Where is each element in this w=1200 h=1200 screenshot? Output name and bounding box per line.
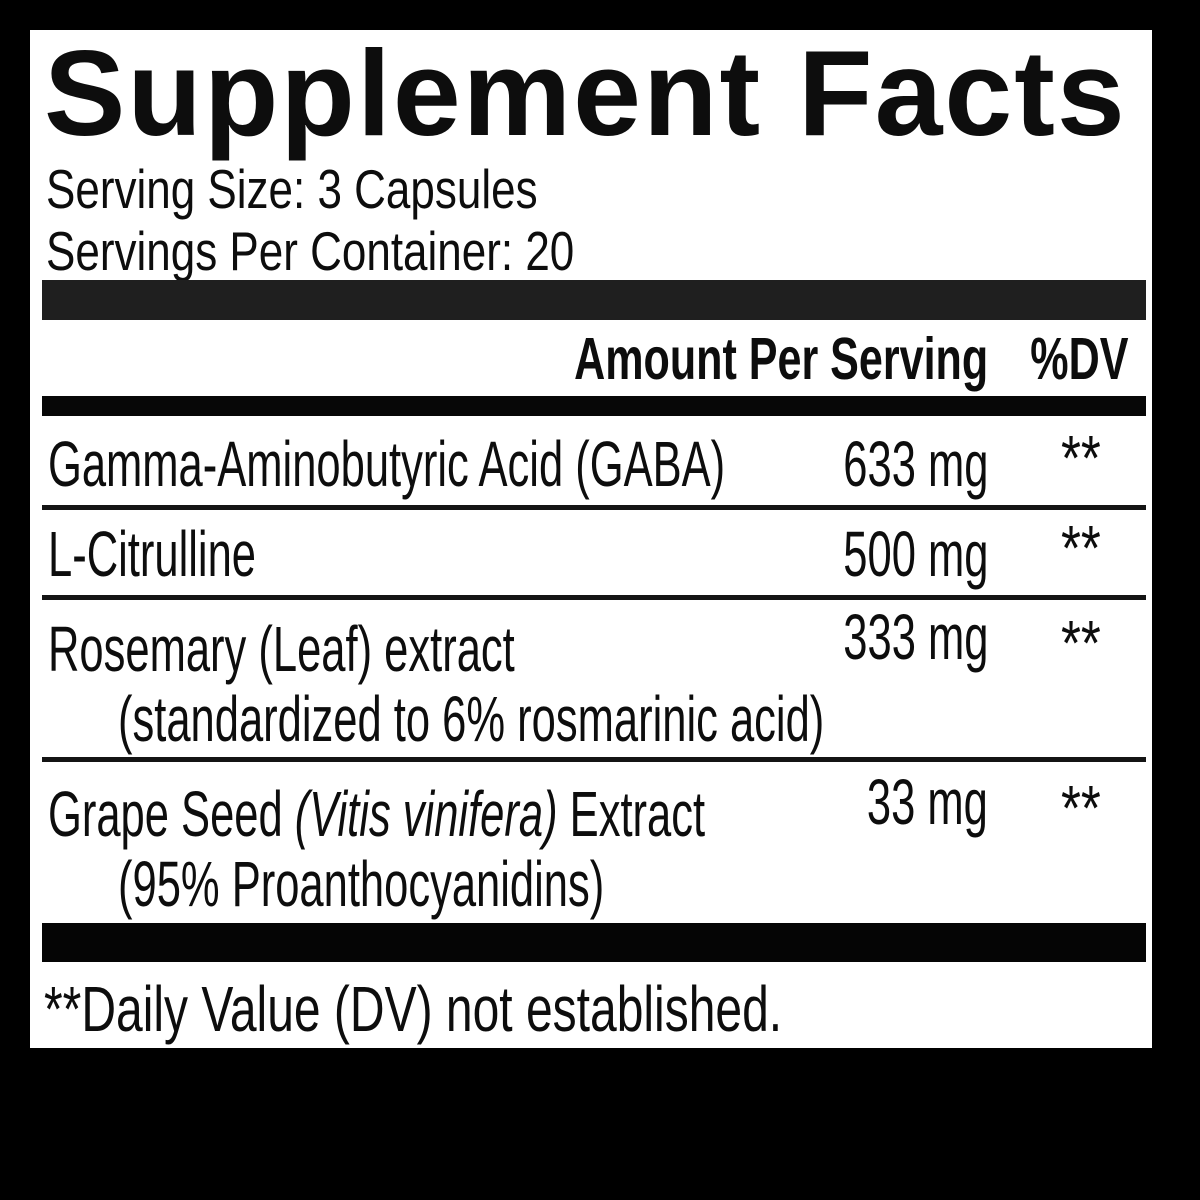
panel-title: Supplement Facts: [44, 25, 1127, 161]
ingredient-dv: **: [1061, 607, 1101, 679]
table-row-l-citrulline: L-Citrulline 500 mg **: [42, 510, 1146, 600]
table-row-grape-seed: Grape Seed (Vitis vinifera) Extract (95%…: [42, 762, 1146, 920]
thick-separator-bar-bottom: [42, 923, 1146, 962]
ingredient-amount: 500 mg: [842, 518, 988, 590]
ingredient-dv: **: [1061, 512, 1101, 584]
amount-per-serving-header: Amount Per Serving: [573, 326, 988, 392]
serving-size-text: Serving Size: 3 Capsules: [46, 158, 538, 220]
percent-dv-header: %DV: [1029, 326, 1128, 392]
thick-separator-bar-top: [42, 280, 1146, 320]
ingredient-latin-name: (Vitis vinifera): [294, 778, 558, 850]
servings-per-container-text: Servings Per Container: 20: [46, 220, 575, 282]
ingredient-amount: 33 mg: [867, 766, 988, 838]
ingredient-amount: 333 mg: [842, 601, 988, 673]
ingredient-subtext: (standardized to 6% rosmarinic acid): [118, 683, 825, 755]
ingredient-rows: Gamma-Aminobutyric Acid (GABA) 633 mg **…: [42, 416, 1146, 920]
table-row-gaba: Gamma-Aminobutyric Acid (GABA) 633 mg **: [42, 416, 1146, 510]
ingredient-subtext: (95% Proanthocyanidins): [118, 848, 605, 920]
supplement-facts-panel: Supplement Facts Serving Size: 3 Capsule…: [30, 25, 1152, 1048]
ingredient-name: Gamma-Aminobutyric Acid (GABA): [48, 428, 726, 500]
ingredient-dv: **: [1061, 772, 1101, 844]
ingredient-name: L-Citrulline: [48, 518, 256, 590]
ingredient-dv: **: [1061, 422, 1101, 494]
column-header-row: Amount Per Serving %DV: [42, 330, 1146, 390]
ingredient-name: Rosemary (Leaf) extract: [48, 613, 515, 685]
ingredient-amount: 633 mg: [842, 428, 988, 500]
header-rule: [42, 396, 1146, 416]
daily-value-footnote: **Daily Value (DV) not established.: [44, 973, 783, 1045]
servings-per-container-line: Servings Per Container: 20: [46, 220, 706, 282]
ingredient-name: Grape Seed (Vitis vinifera) Extract: [48, 778, 706, 850]
table-row-rosemary: Rosemary (Leaf) extract (standardized to…: [42, 600, 1146, 762]
serving-size-line: Serving Size: 3 Capsules: [46, 158, 660, 220]
